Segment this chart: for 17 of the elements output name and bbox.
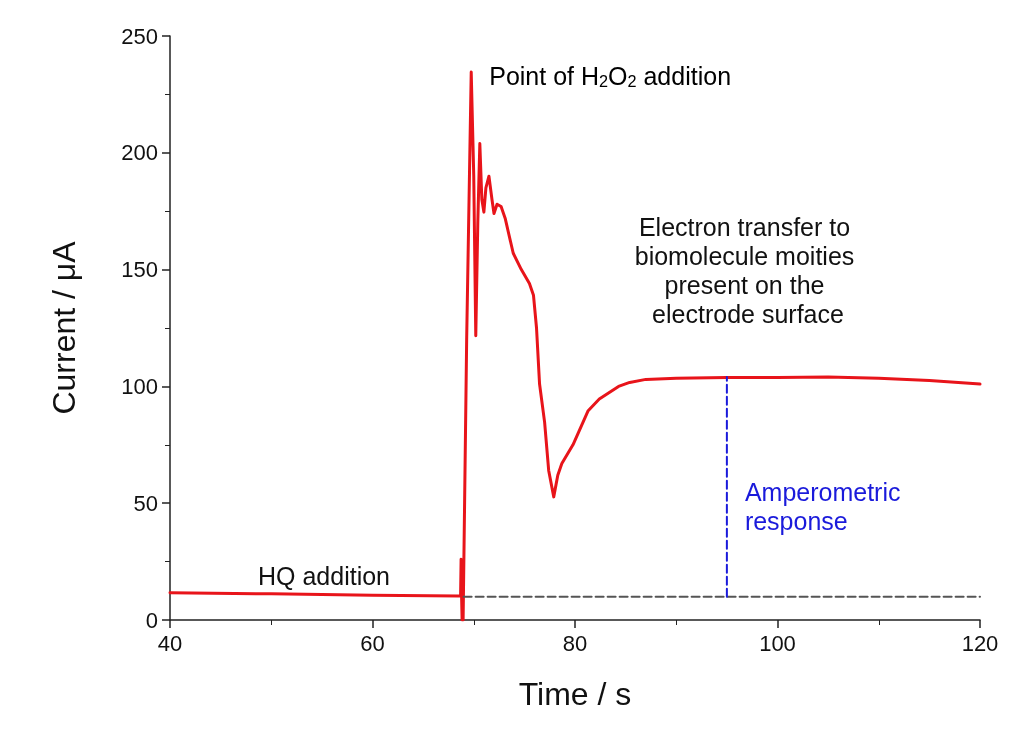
y-tick-label: 150 — [121, 257, 158, 283]
x-tick-label: 40 — [157, 630, 183, 656]
y-tick-label: 250 — [121, 23, 158, 49]
y-tick-label: 50 — [133, 490, 158, 516]
annotation: Electron transfer to biomolecule moities present on the electrode surface — [634, 212, 862, 328]
y-tick-label: 200 — [121, 140, 158, 166]
y-tick-label: 0 — [145, 607, 158, 633]
x-tick-label: 60 — [360, 630, 385, 656]
x-tick-label: 80 — [562, 630, 588, 656]
y-axis-title: Current / μA — [46, 240, 82, 415]
annotation: Point of H2O2 addition — [489, 61, 732, 91]
y-tick-label: 100 — [121, 373, 158, 399]
x-axis-title: Time / s — [518, 676, 632, 712]
series-label: Amperometric response — [744, 478, 908, 536]
x-tick-label: 100 — [759, 630, 796, 656]
x-tick-label: 120 — [961, 630, 999, 656]
annotation: HQ addition — [257, 562, 391, 590]
